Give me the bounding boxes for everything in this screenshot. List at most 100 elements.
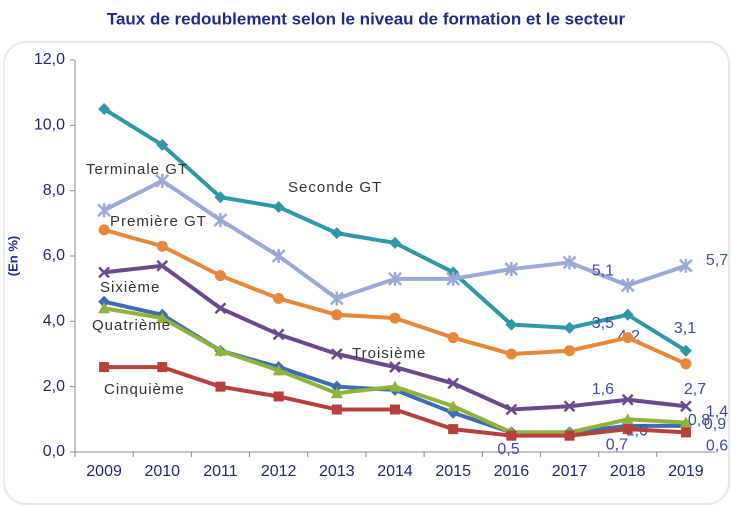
marker (621, 413, 634, 425)
data-label: 3,5 (592, 315, 614, 332)
marker (156, 259, 169, 272)
marker (98, 266, 110, 279)
x-tick-label: 2014 (377, 463, 413, 480)
marker (213, 213, 228, 228)
y-tick-label: 2,0 (43, 378, 65, 395)
marker (447, 377, 460, 390)
data-label: 5,7 (706, 252, 728, 269)
marker (389, 361, 401, 373)
marker (98, 302, 111, 314)
marker (504, 262, 519, 277)
marker (97, 203, 111, 218)
marker (621, 308, 634, 321)
x-tick-label: 2016 (494, 463, 530, 480)
marker (506, 430, 517, 441)
marker (98, 103, 111, 115)
series-label: Quatrième (92, 317, 171, 334)
marker (273, 292, 285, 304)
marker (214, 302, 227, 315)
y-tick-label: 6,0 (43, 247, 65, 264)
marker (329, 291, 344, 306)
marker (214, 191, 227, 204)
marker (99, 362, 110, 373)
marker (680, 427, 691, 438)
data-label: 0,8 (688, 412, 710, 429)
marker (330, 387, 343, 399)
x-tick-label: 2013 (319, 463, 355, 480)
x-tick-label: 2019 (668, 463, 704, 480)
marker (214, 270, 226, 282)
series-label: Seconde GT (288, 179, 382, 196)
series-line (103, 227, 687, 366)
y-axis-label: (En %) (5, 236, 20, 276)
marker (563, 400, 576, 413)
marker (155, 173, 170, 188)
marker (505, 403, 518, 416)
marker (272, 328, 285, 341)
marker (330, 348, 343, 360)
x-tick-label: 2017 (552, 463, 588, 480)
x-tick-label: 2009 (86, 463, 122, 480)
marker (156, 138, 169, 151)
x-tick-label: 2015 (435, 463, 471, 480)
series-label: Terminale GT (86, 161, 188, 178)
data-label: 5,1 (592, 263, 614, 280)
series-label: Première GT (110, 213, 207, 230)
marker (389, 312, 401, 324)
marker (98, 224, 110, 236)
marker (622, 332, 634, 344)
marker (679, 258, 693, 273)
marker (271, 249, 286, 263)
marker (563, 321, 576, 334)
marker (448, 424, 459, 435)
marker (98, 295, 111, 308)
data-label: 0,5 (497, 441, 519, 458)
marker (157, 362, 168, 373)
marker (390, 404, 400, 415)
marker (562, 255, 577, 270)
data-label: 3,1 (674, 320, 696, 337)
marker (564, 345, 576, 357)
y-tick-label: 10,0 (34, 117, 65, 134)
marker (156, 312, 169, 324)
series-label: Troisième (352, 345, 426, 362)
marker (564, 430, 575, 441)
y-tick-label: 4,0 (43, 313, 65, 330)
x-tick-label: 2011 (203, 463, 238, 480)
marker (389, 236, 401, 249)
marker (215, 381, 226, 392)
marker (505, 348, 517, 360)
marker (330, 380, 343, 393)
marker (447, 332, 459, 344)
marker (680, 400, 692, 413)
marker (620, 278, 635, 293)
y-tick-label: 8,0 (43, 182, 65, 199)
marker (389, 380, 401, 392)
marker (622, 424, 633, 435)
marker (214, 344, 227, 356)
data-label: 1,6 (592, 381, 614, 398)
marker (680, 358, 692, 370)
y-tick-label: 12,0 (34, 51, 65, 68)
marker (330, 227, 343, 240)
x-tick-label: 2010 (144, 463, 180, 480)
marker (388, 271, 402, 286)
marker (272, 364, 285, 376)
x-tick-label: 2012 (261, 463, 297, 480)
marker (446, 271, 461, 286)
marker (272, 201, 285, 213)
data-label: 2,7 (684, 381, 706, 398)
marker (621, 393, 634, 406)
series-label: Cinquième (104, 381, 185, 398)
data-label: 0,7 (606, 436, 628, 453)
x-tick-label: 2018 (610, 463, 646, 480)
marker (505, 318, 518, 331)
data-label: 1,4 (706, 403, 728, 420)
frame (3, 41, 730, 505)
data-label: 0,6 (706, 438, 728, 455)
marker (331, 309, 343, 321)
marker (679, 344, 692, 357)
marker (679, 416, 692, 428)
marker (331, 404, 342, 415)
